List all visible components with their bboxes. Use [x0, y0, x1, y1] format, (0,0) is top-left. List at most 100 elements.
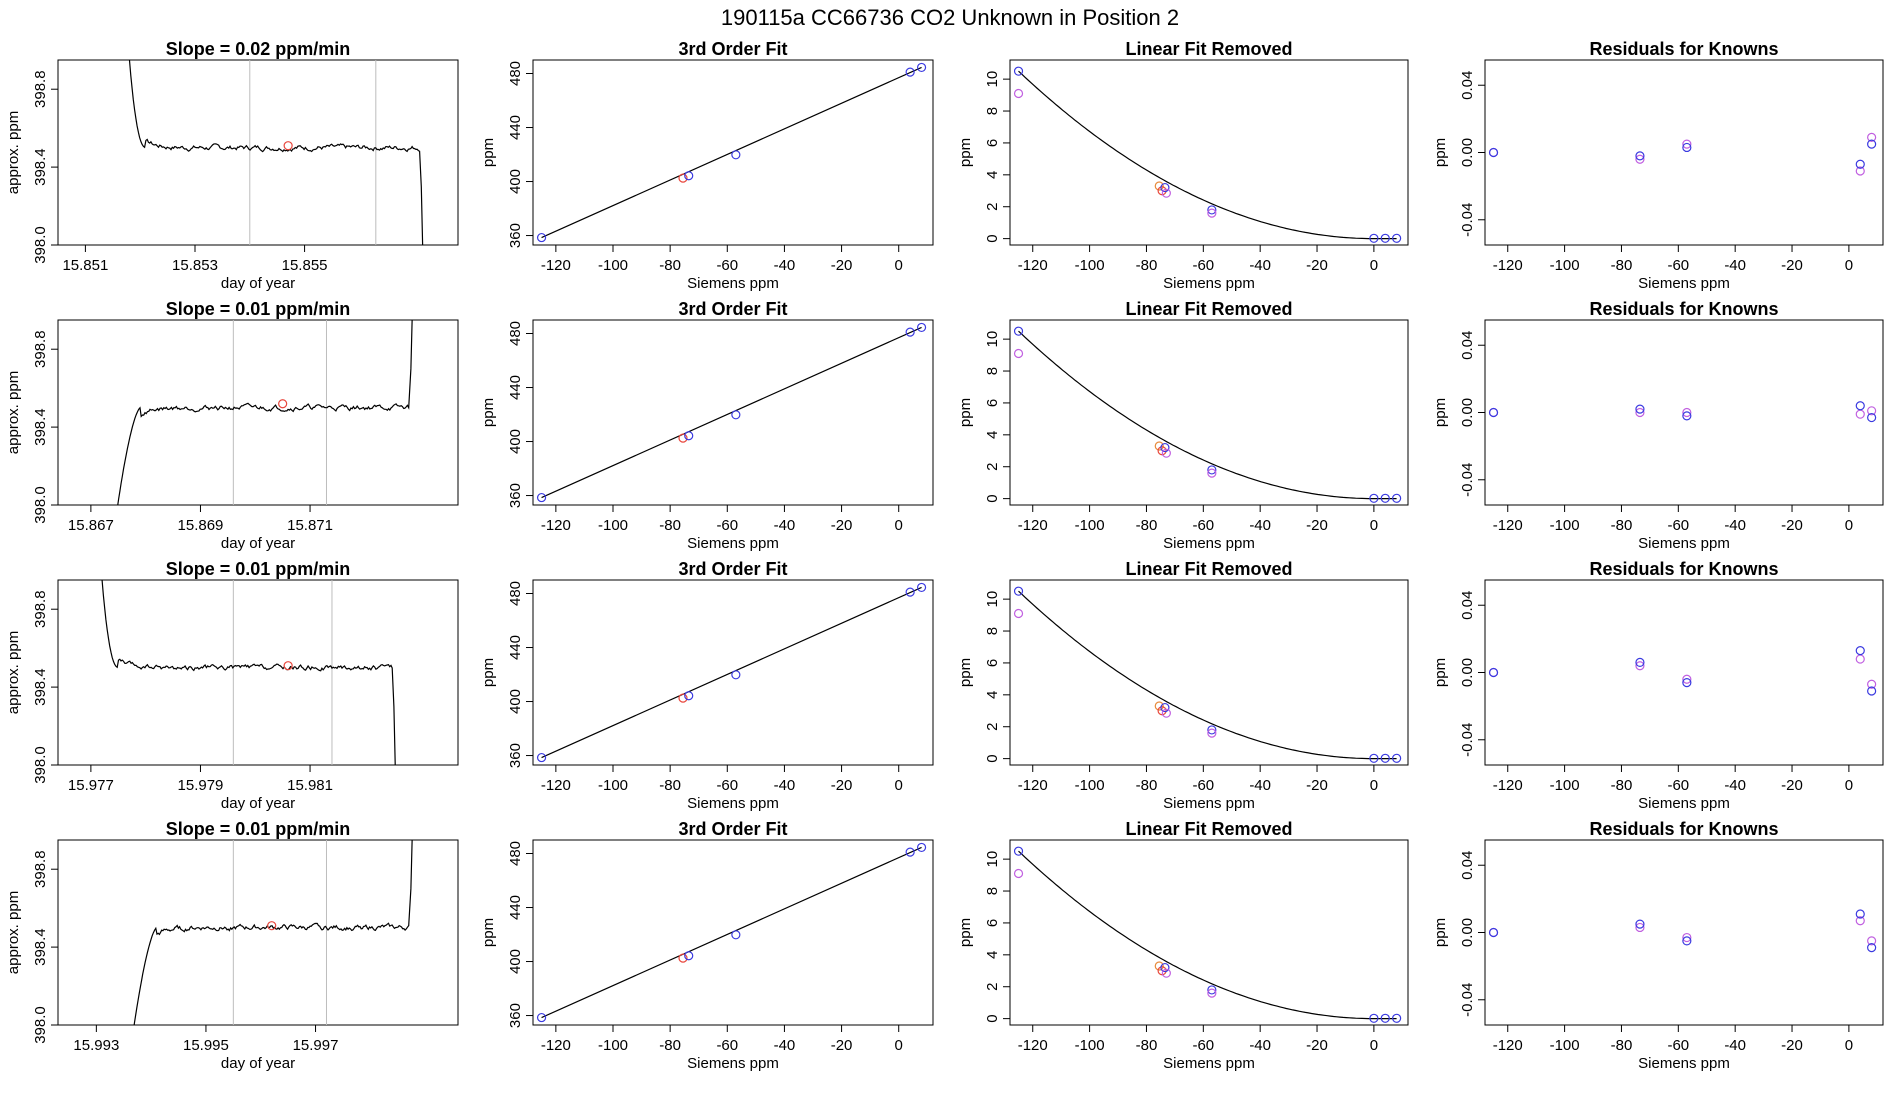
x-tick-label: -80	[1136, 257, 1158, 274]
y-tick-label: 398.0	[32, 486, 49, 524]
data-point-blue	[1369, 233, 1379, 243]
data-point-orange	[1154, 441, 1164, 451]
x-tick-label: -80	[1611, 517, 1633, 534]
plot-area	[1013, 846, 1402, 1023]
data-point-blue	[1867, 412, 1877, 423]
x-tick-label: -80	[659, 257, 681, 274]
y-tick-label: 4	[984, 691, 1001, 699]
data-point-blue	[1488, 407, 1499, 418]
x-axis-label: Siemens ppm	[687, 795, 779, 812]
data-point-blue	[536, 232, 547, 243]
plot-frame	[532, 59, 934, 246]
y-tick-label: 440	[507, 895, 524, 920]
data-point-violet	[1867, 132, 1877, 142]
x-tick-label: 0	[1845, 257, 1853, 274]
panel-title: Residuals for Knowns	[1589, 559, 1778, 579]
x-tick-label: -120	[1493, 257, 1523, 274]
plot-area	[536, 322, 927, 503]
x-tick-label: -60	[1667, 777, 1689, 794]
x-tick-label: -100	[1550, 777, 1580, 794]
data-point-blue	[1369, 1013, 1379, 1023]
y-tick-label: 360	[507, 1003, 524, 1028]
data-point-violet	[1682, 674, 1692, 684]
concentration-trace	[128, 60, 424, 245]
data-point-violet	[1635, 407, 1645, 418]
plot-frame	[1009, 579, 1409, 766]
y-axis-label: ppm	[1432, 138, 1449, 167]
data-point-blue	[1635, 404, 1645, 414]
x-tick-label: -40	[1724, 1037, 1746, 1054]
data-point-violet	[1682, 139, 1692, 149]
data-point-blue	[905, 67, 915, 77]
x-tick-label: 15.981	[287, 777, 333, 794]
data-point-blue	[1855, 159, 1865, 169]
data-point-blue	[536, 492, 547, 503]
x-tick-label: 15.869	[178, 517, 224, 534]
data-point-blue	[1392, 753, 1402, 763]
data-point-violet	[1855, 409, 1865, 419]
x-tick-label: -80	[1611, 257, 1633, 274]
y-tick-label: 4	[984, 171, 1001, 179]
x-tick-label: -100	[1550, 517, 1580, 534]
data-point-blue	[1392, 233, 1402, 243]
data-point-blue	[684, 691, 694, 701]
y-tick-label: 398.0	[32, 1006, 49, 1044]
panel-title: Residuals for Knowns	[1589, 299, 1778, 319]
data-point-blue	[1207, 205, 1217, 215]
data-point-blue	[1207, 725, 1217, 735]
panel-r1-c2: Linear Fit Removed -120 -100 -80 -60 -40 -20 0 S…	[957, 299, 1409, 552]
data-point-blue	[1488, 147, 1499, 158]
data-point-violet	[1867, 679, 1877, 689]
x-tick-label: -20	[1306, 517, 1328, 534]
y-tick-label: 2	[984, 463, 1001, 471]
y-axis-label: approx. ppm	[5, 891, 22, 974]
x-tick-label: 15.979	[178, 777, 224, 794]
y-tick-label: 0.04	[1459, 591, 1476, 620]
panel-title: Linear Fit Removed	[1125, 299, 1292, 319]
plot-area	[536, 582, 927, 763]
x-tick-label: 0	[895, 777, 903, 794]
data-point-blue	[1380, 233, 1390, 243]
x-tick-label: -100	[598, 517, 628, 534]
panel-title: Residuals for Knowns	[1589, 819, 1778, 839]
fit-curve	[1018, 330, 1397, 500]
x-tick-label: -120	[541, 777, 571, 794]
plot-frame	[1009, 59, 1409, 246]
y-tick-label: 398.0	[32, 226, 49, 264]
y-tick-label: 6	[984, 919, 1001, 927]
data-point-blue	[1855, 646, 1865, 656]
y-tick-label: 10	[984, 591, 1001, 608]
plot-frame	[1009, 839, 1409, 1026]
data-point-violet	[1855, 916, 1865, 926]
y-tick-label: 10	[984, 71, 1001, 88]
panel-r3-c2: Linear Fit Removed -120 -100 -80 -60 -40 -20 0 S…	[957, 819, 1409, 1072]
data-point-orange	[1154, 181, 1164, 191]
x-tick-label: -20	[1781, 1037, 1803, 1054]
x-tick-label: -60	[716, 257, 738, 274]
data-point-blue	[1867, 686, 1877, 696]
data-point-red	[678, 953, 688, 963]
y-tick-label: 4	[984, 431, 1001, 439]
x-tick-label: 0	[1370, 777, 1378, 794]
y-tick-label: 8	[984, 367, 1001, 375]
data-point-blue	[1160, 702, 1170, 713]
y-tick-label: 8	[984, 627, 1001, 635]
x-tick-label: 0	[1370, 517, 1378, 534]
y-tick-label: 398.8	[32, 330, 49, 368]
data-point-blue	[1160, 962, 1170, 973]
x-axis-label: day of year	[221, 1055, 295, 1072]
x-tick-label: 0	[1845, 1037, 1853, 1054]
y-axis-label: approx. ppm	[5, 111, 22, 194]
y-tick-label: 398.4	[32, 668, 49, 706]
plot-area	[128, 60, 424, 245]
data-point-blue	[1013, 66, 1024, 76]
y-axis-label: ppm	[480, 658, 497, 687]
panel-title: Linear Fit Removed	[1125, 559, 1292, 579]
y-tick-label: 480	[507, 61, 524, 86]
x-tick-label: -100	[598, 777, 628, 794]
data-point-blue	[684, 431, 694, 441]
y-axis-label: approx. ppm	[5, 631, 22, 714]
x-tick-label: -100	[1075, 517, 1105, 534]
x-tick-label: -120	[541, 257, 571, 274]
x-tick-label: -20	[1781, 517, 1803, 534]
